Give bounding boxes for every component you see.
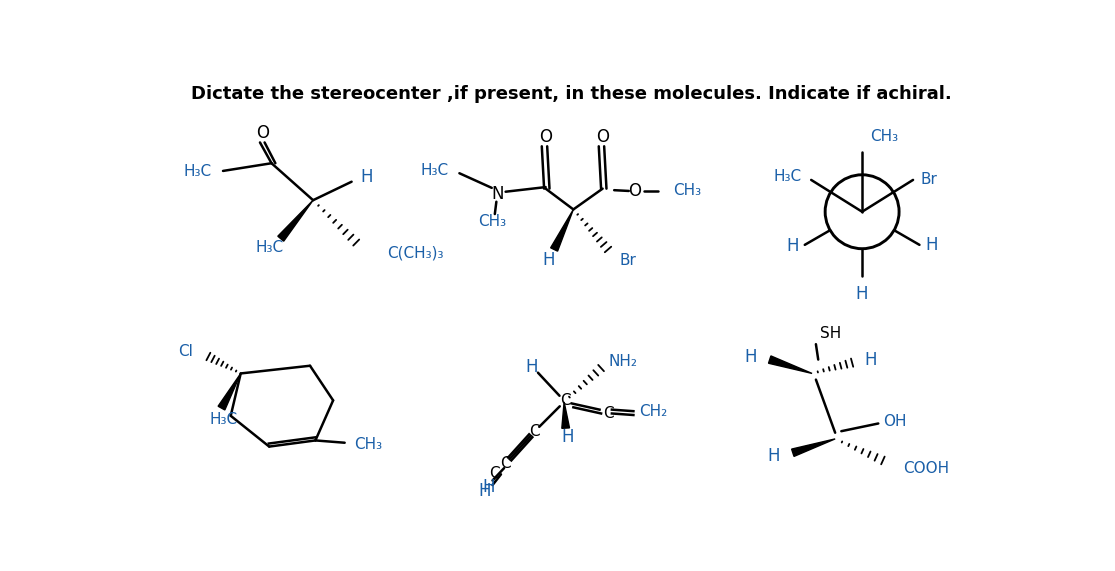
Polygon shape (278, 200, 313, 241)
Text: Cl: Cl (178, 344, 193, 359)
Text: C: C (603, 406, 613, 421)
Polygon shape (219, 373, 241, 410)
Text: O: O (256, 124, 270, 142)
Polygon shape (562, 402, 570, 428)
Text: CH₃: CH₃ (353, 437, 382, 452)
Text: C: C (530, 424, 540, 439)
Polygon shape (768, 356, 812, 373)
Text: H₃C: H₃C (210, 412, 237, 427)
Text: C: C (561, 393, 571, 408)
Text: O: O (629, 182, 641, 200)
Text: H: H (562, 428, 574, 445)
Polygon shape (551, 210, 573, 251)
Text: H₃C: H₃C (774, 168, 802, 183)
Polygon shape (792, 439, 835, 456)
Text: H₃C: H₃C (420, 163, 448, 178)
Text: Dictate the stereocenter ,if present, in these molecules. Indicate if achiral.: Dictate the stereocenter ,if present, in… (191, 86, 951, 103)
Text: H₃C: H₃C (183, 164, 212, 179)
Text: H: H (786, 238, 798, 255)
Text: NH₂: NH₂ (609, 355, 638, 369)
Text: CH₃: CH₃ (673, 183, 701, 199)
Text: H: H (744, 348, 757, 365)
Text: OH: OH (883, 415, 906, 429)
Text: O: O (540, 128, 552, 146)
Text: H: H (767, 447, 779, 465)
Text: C(CH₃)₃: C(CH₃)₃ (387, 245, 444, 260)
Text: COOH: COOH (903, 461, 949, 476)
Text: H: H (483, 477, 495, 496)
Text: H: H (525, 358, 539, 376)
Text: H: H (925, 236, 938, 254)
Text: CH₃: CH₃ (478, 214, 506, 229)
Text: C: C (501, 456, 511, 471)
Text: H: H (478, 482, 491, 500)
Text: C: C (489, 466, 501, 481)
Text: O: O (597, 128, 609, 146)
Text: Br: Br (921, 172, 938, 187)
Text: Br: Br (620, 253, 637, 268)
Text: CH₂: CH₂ (639, 404, 667, 419)
Text: H: H (864, 351, 876, 368)
Text: H: H (543, 251, 555, 270)
Text: N: N (492, 185, 504, 203)
Text: CH₃: CH₃ (870, 129, 898, 144)
Text: SH: SH (820, 326, 841, 341)
Text: H₃C: H₃C (255, 240, 283, 255)
Text: H: H (360, 168, 372, 186)
Text: H: H (856, 285, 869, 303)
